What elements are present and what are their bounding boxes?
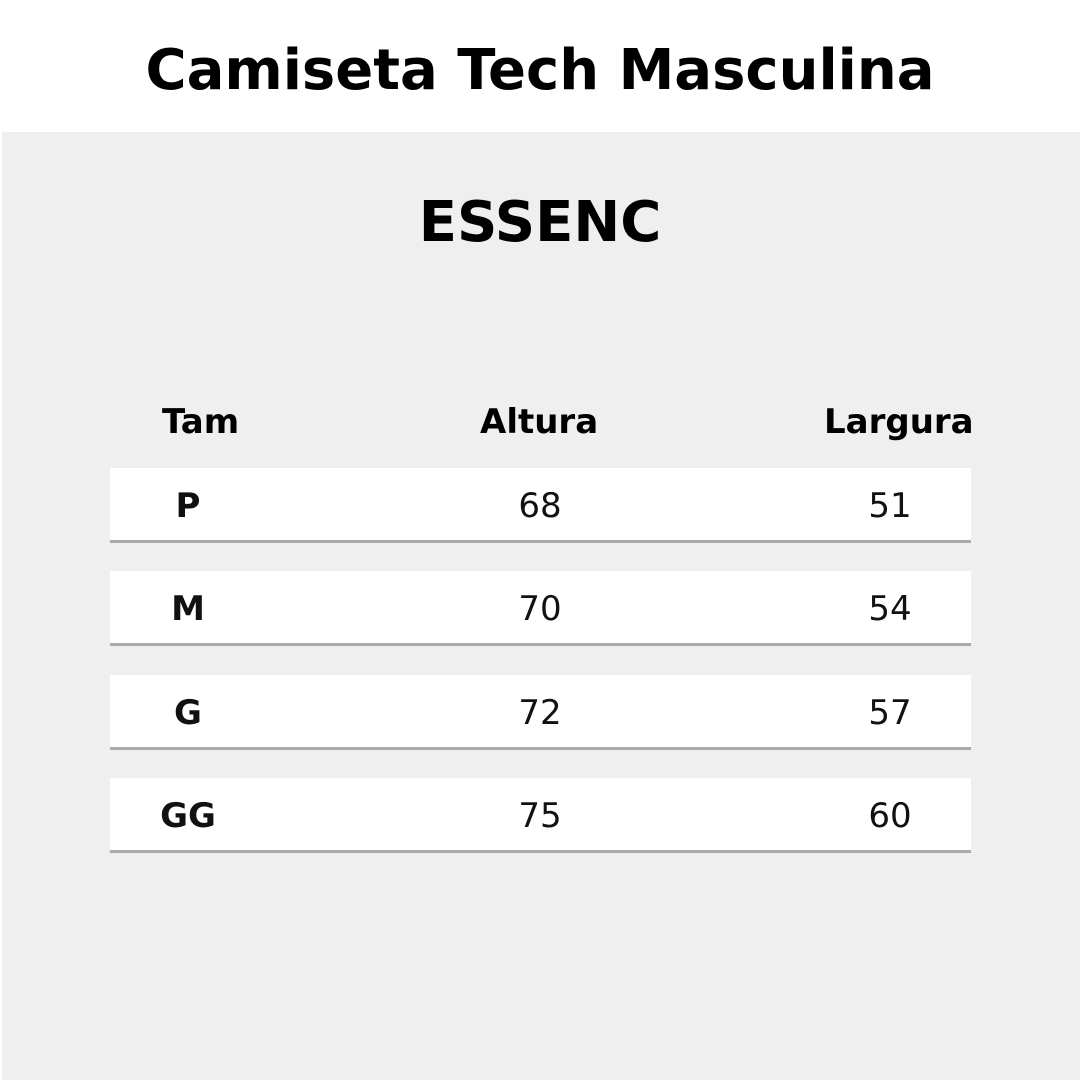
table-row: M 70 54: [110, 571, 971, 646]
height-cell: 72: [518, 693, 562, 733]
height-cell: 68: [518, 486, 562, 526]
header-size: Tam: [162, 402, 240, 442]
width-cell: 51: [868, 486, 912, 526]
page-title: Camiseta Tech Masculina: [145, 38, 935, 103]
size-cell: P: [175, 486, 201, 526]
table-row: GG 75 60: [110, 778, 971, 853]
table-row: P 68 51: [110, 468, 971, 543]
width-cell: 60: [868, 796, 912, 836]
brand-name: ESSENC: [418, 190, 662, 255]
height-cell: 70: [518, 589, 562, 629]
header-width: Largura: [824, 402, 974, 442]
size-cell: GG: [160, 796, 216, 836]
size-cell: M: [171, 589, 205, 629]
width-cell: 54: [868, 589, 912, 629]
width-cell: 57: [868, 693, 912, 733]
table-row: G 72 57: [110, 675, 971, 750]
height-cell: 75: [518, 796, 562, 836]
size-cell: G: [174, 693, 202, 733]
header-height: Altura: [480, 402, 599, 442]
